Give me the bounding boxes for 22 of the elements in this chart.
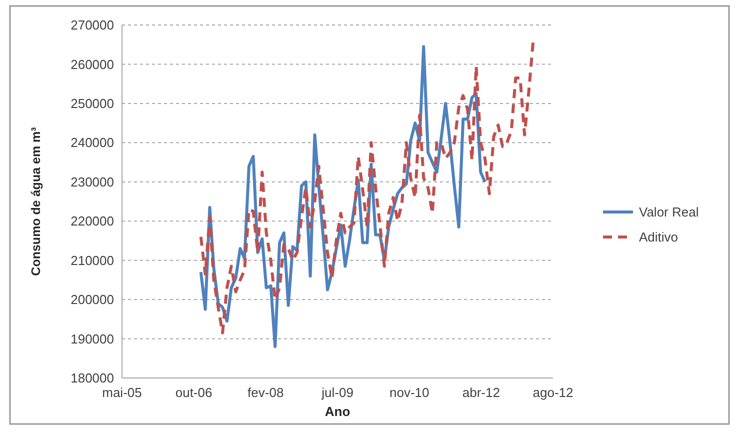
y-tick-label: 270000 [70,18,114,33]
x-tick-label: abr-12 [462,385,500,400]
y-tick-label: 240000 [70,135,114,150]
y-tick-label: 180000 [70,370,114,386]
x-tick-label: jul-09 [320,385,354,400]
x-tick-label: out-06 [175,385,212,400]
y-tick-label: 250000 [70,96,114,111]
x-tick-label: nov-10 [390,385,430,400]
x-axis-title: Ano [324,404,350,419]
x-tick-label: ago-12 [532,385,574,400]
line-series [199,41,535,334]
y-tick-label: 190000 [70,331,114,346]
legend-label: Aditivo [639,230,678,245]
y-tick-label: 230000 [70,174,114,190]
y-tick-label: 220000 [70,214,114,229]
y-axis-title: Consumo de água em m³ [29,127,43,276]
x-tick-label: fev-08 [248,385,284,400]
x-tick-label: mai-05 [102,385,142,400]
legend-label: Valor Real [639,204,699,220]
y-tick-label: 260000 [70,56,114,72]
y-tick-label: 200000 [70,292,114,308]
y-tick-label: 210000 [70,252,114,268]
